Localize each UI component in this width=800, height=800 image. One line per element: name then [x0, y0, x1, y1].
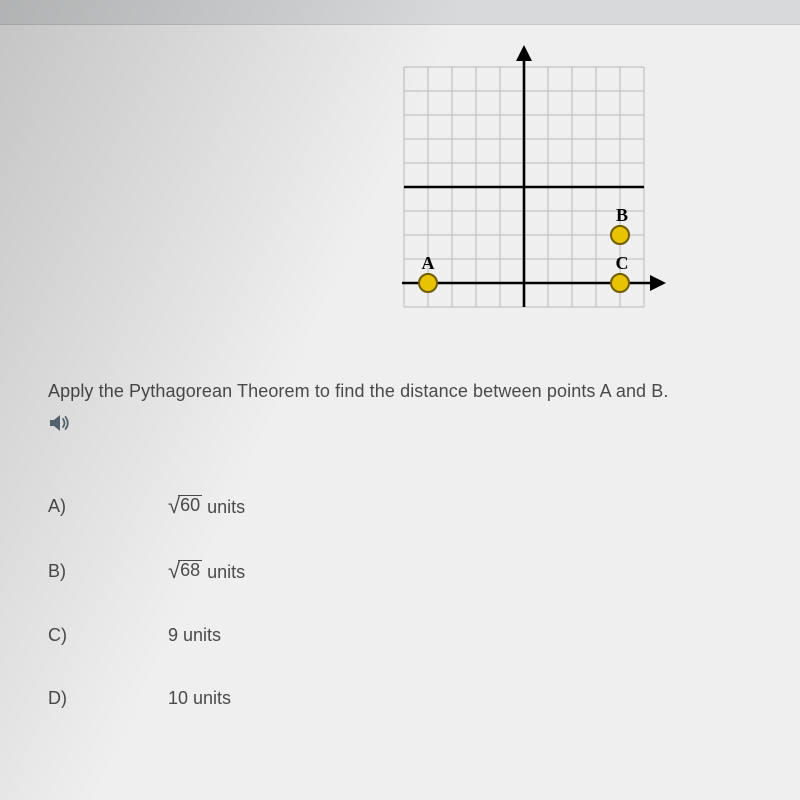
choice-text: 9 units — [168, 625, 221, 646]
choice-letter: C) — [48, 625, 168, 646]
answer-choices: A)√60 units B)√68 units C)9 units D)10 unit… — [48, 495, 748, 751]
coordinate-grid: A C B — [380, 43, 690, 323]
choice-b[interactable]: B)√68 units — [48, 560, 748, 583]
question-block: Apply the Pythagorean Theorem to find th… — [48, 381, 748, 439]
choice-c[interactable]: C)9 units — [48, 625, 748, 646]
svg-text:A: A — [422, 253, 435, 273]
choice-d[interactable]: D)10 units — [48, 688, 748, 709]
choice-letter: D) — [48, 688, 168, 709]
choice-a[interactable]: A)√60 units — [48, 495, 748, 518]
svg-text:C: C — [616, 253, 629, 273]
svg-text:B: B — [616, 205, 628, 225]
grid-svg: A C B — [380, 43, 690, 323]
question-text: Apply the Pythagorean Theorem to find th… — [48, 381, 748, 402]
choice-letter: B) — [48, 561, 168, 582]
choice-text: √68 units — [168, 560, 245, 583]
choice-text: 10 units — [168, 688, 231, 709]
worksheet-panel: A C B Apply the Pythagorean Theorem to fin… — [0, 24, 800, 800]
choice-letter: A) — [48, 496, 168, 517]
audio-button[interactable] — [48, 412, 748, 439]
choice-text: √60 units — [168, 495, 245, 518]
audio-icon — [48, 412, 72, 434]
